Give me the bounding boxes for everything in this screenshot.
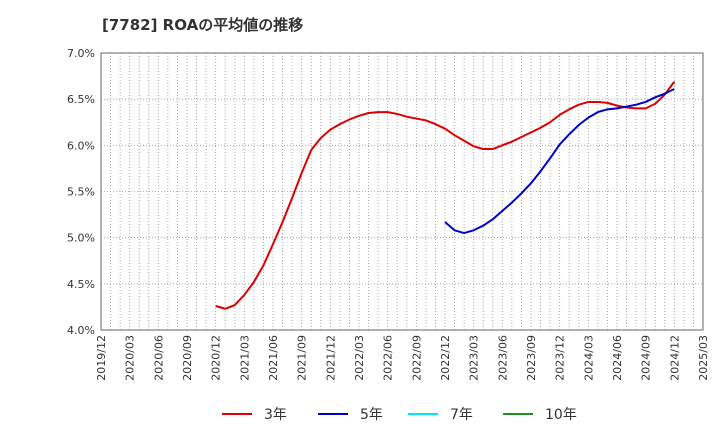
plot-frame <box>100 52 704 331</box>
legend-label: 3年 <box>264 407 287 423</box>
y-tick-label: 6.0% <box>67 139 95 152</box>
x-tick-label: 2024/06 <box>611 335 624 381</box>
y-tick-label: 4.0% <box>67 324 95 337</box>
y-tick-label: 5.5% <box>67 186 95 199</box>
x-tick-label: 2022/09 <box>410 335 423 381</box>
x-tick-label: 2022/12 <box>439 335 452 381</box>
x-tick-label: 2023/12 <box>554 335 567 381</box>
legend-label: 5年 <box>360 407 383 423</box>
x-tick-label: 2021/03 <box>238 335 251 381</box>
x-tick-label: 2022/03 <box>353 335 366 381</box>
chart-title: [7782] ROAの平均値の推移 <box>102 16 304 34</box>
legend-label: 7年 <box>450 407 473 423</box>
x-tick-label: 2024/12 <box>668 335 681 381</box>
x-tick-label: 2020/06 <box>152 335 165 381</box>
y-tick-label: 4.5% <box>67 278 95 291</box>
x-tick-label: 2020/12 <box>210 335 223 381</box>
x-tick-label: 2020/03 <box>124 335 137 381</box>
x-tick-label: 2020/09 <box>181 335 194 381</box>
series-line-1 <box>444 88 675 235</box>
x-tick-label: 2023/06 <box>496 335 509 381</box>
x-tick-label: 2022/06 <box>382 335 395 381</box>
x-tick-label: 2025/03 <box>697 335 710 381</box>
x-tick-label: 2021/12 <box>324 335 337 381</box>
x-tick-label: 2021/06 <box>267 335 280 381</box>
y-tick-label: 7.0% <box>67 47 95 60</box>
x-tick-label: 2019/12 <box>95 335 108 381</box>
x-tick-label: 2021/09 <box>296 335 309 381</box>
legend-label: 10年 <box>545 407 577 423</box>
y-tick-label: 5.0% <box>67 232 95 245</box>
y-tick-label: 6.5% <box>67 93 95 106</box>
x-tick-label: 2024/03 <box>582 335 595 381</box>
x-tick-label: 2023/09 <box>525 335 538 381</box>
x-tick-label: 2023/03 <box>468 335 481 381</box>
x-tick-label: 2024/09 <box>640 335 653 381</box>
series-line-0 <box>215 81 676 310</box>
